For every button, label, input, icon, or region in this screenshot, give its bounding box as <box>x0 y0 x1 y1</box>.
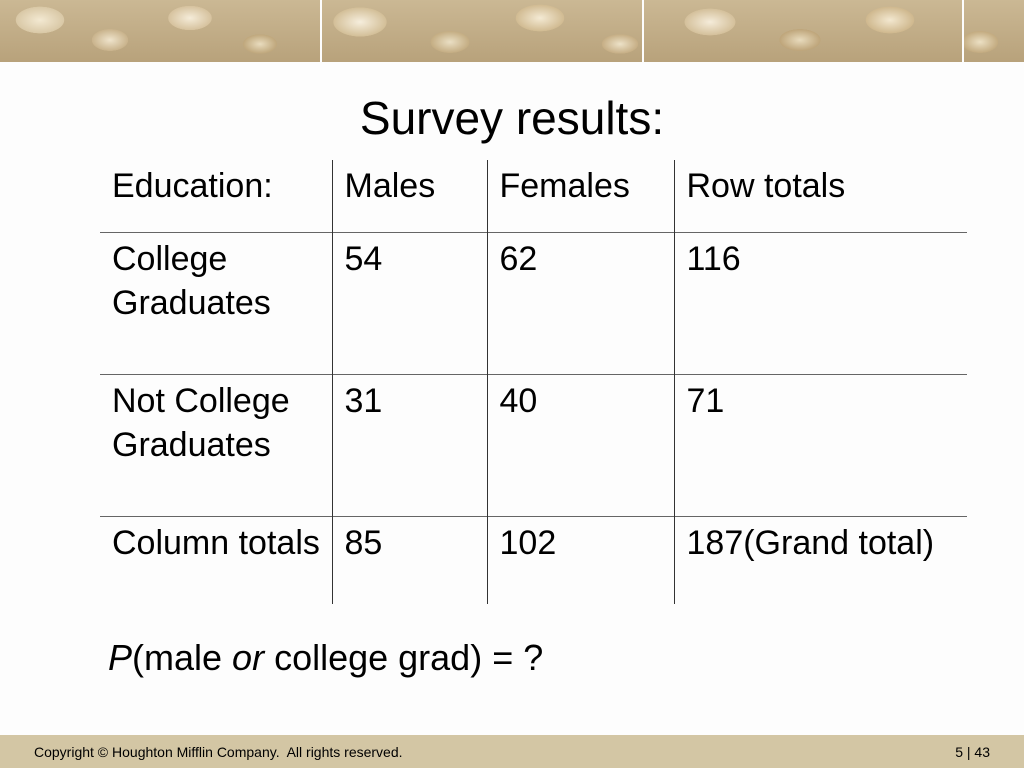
cell-females: 40 <box>486 374 674 517</box>
question-or: or <box>232 637 265 678</box>
cell-males: 31 <box>331 374 487 517</box>
header-cell: Education: <box>112 167 273 205</box>
survey-table: Education: Males Females Row totals Coll… <box>100 160 967 604</box>
seashell-banner-image <box>0 0 1024 62</box>
footer-bar: Copyright © Houghton Mifflin Company. Al… <box>0 735 1024 768</box>
header-cell: Males <box>331 160 487 233</box>
header-cell: Row totals <box>673 160 967 233</box>
cell-row-total: 71 <box>673 374 967 517</box>
table-header-row: Education: Males Females Row totals <box>100 160 967 233</box>
question-part1: (male <box>132 637 233 678</box>
table-row: Column totals 85 102 187(Grand total) <box>100 516 967 604</box>
table-row: Not College Graduates 31 40 71 <box>100 374 967 517</box>
header-cell: Females <box>486 160 674 233</box>
table-row: College Graduates 54 62 116 <box>100 232 967 375</box>
cell-males: 85 <box>331 516 487 604</box>
row-label: College Graduates <box>100 232 332 375</box>
cell-females: 62 <box>486 232 674 375</box>
cell-row-total: 116 <box>673 232 967 375</box>
copyright-text: Copyright © Houghton Mifflin Company. Al… <box>34 744 403 760</box>
probability-question: P(male or college grad) = ? <box>108 632 543 684</box>
row-label: Column totals <box>100 516 332 604</box>
cell-males: 54 <box>331 232 487 375</box>
page-number: 5 | 43 <box>955 744 990 760</box>
question-p: P <box>108 637 133 678</box>
cell-females: 102 <box>486 516 674 604</box>
row-label: Not College Graduates <box>100 374 332 517</box>
cell-row-total: 187(Grand total) <box>673 516 967 604</box>
question-part2: college grad) = ? <box>264 637 544 678</box>
slide-title: Survey results: <box>359 92 665 144</box>
